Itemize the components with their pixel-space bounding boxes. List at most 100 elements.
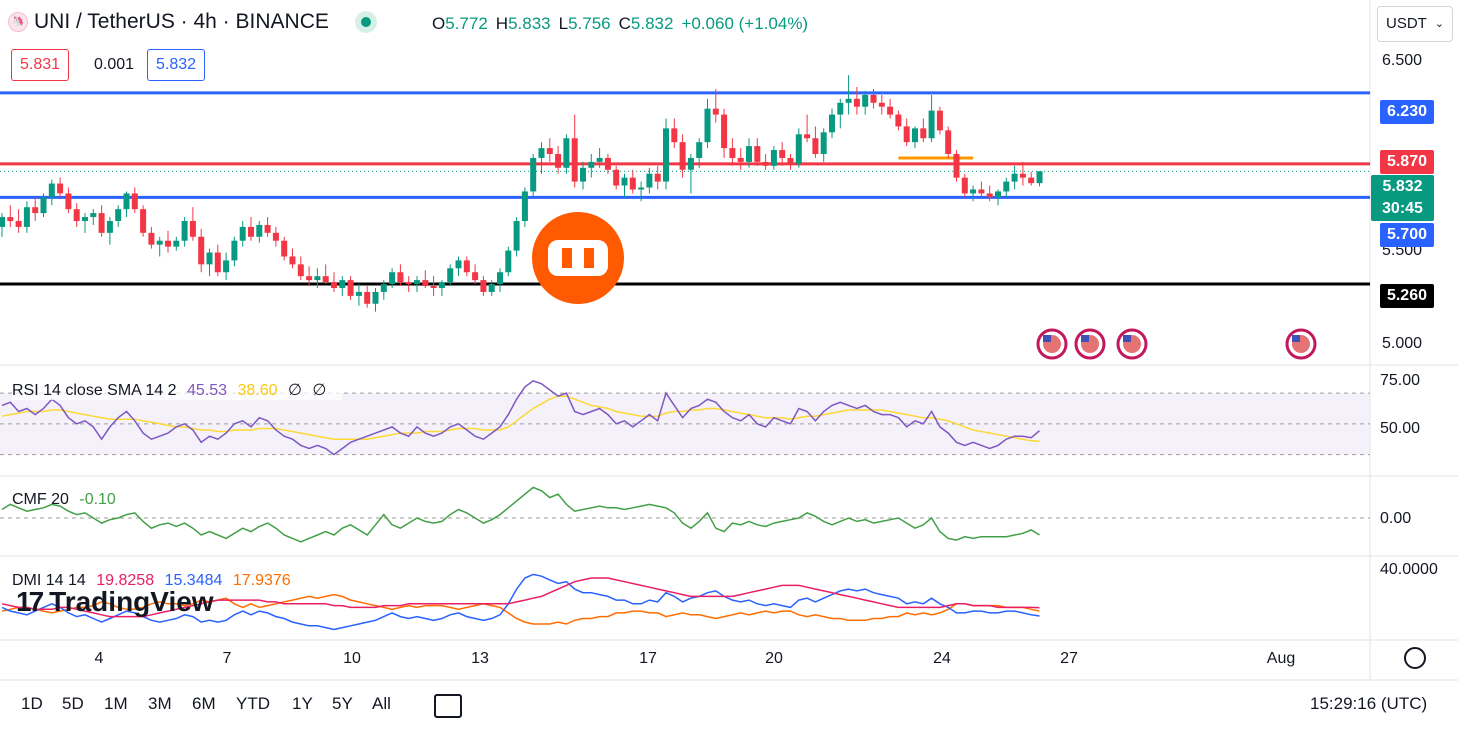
candle-body: [654, 173, 661, 182]
candle-body: [355, 291, 362, 296]
currency-select[interactable]: USDT ⌄: [1377, 6, 1453, 42]
time-tick: 10: [343, 650, 361, 667]
timeframe-1d[interactable]: 1D: [21, 694, 43, 713]
time-tick: 27: [1060, 650, 1078, 667]
candle-body: [546, 148, 553, 154]
candle-body: [480, 280, 487, 292]
candle-body: [513, 221, 520, 251]
candle-body: [829, 114, 835, 133]
dmi-label: DMI 14 14: [12, 572, 86, 589]
spread-value: 0.001: [94, 56, 135, 73]
candle-body: [248, 226, 254, 237]
timeframe-3m[interactable]: 3M: [148, 694, 172, 713]
candle-body: [746, 146, 752, 162]
candle-body: [878, 102, 885, 107]
rsi-sma-line: [1, 395, 1040, 443]
candle-body: [936, 110, 943, 131]
ohlc-readout: O 5.772 H 5.833 L 5.756 C 5.832 +0.060 (+1.0…: [432, 14, 816, 34]
candle-body: [638, 187, 645, 190]
level-label-5260: 5.260: [1379, 284, 1434, 308]
candle-body: [887, 106, 894, 115]
timeframe-5d[interactable]: 5D: [62, 694, 84, 713]
candle-body: [339, 280, 346, 288]
candle-body: [696, 142, 703, 158]
candle-body: [422, 280, 429, 287]
rsi-label: RSI 14 close SMA 14 2: [12, 382, 177, 399]
utc-clock[interactable]: 15:29:16 (UTC): [1310, 694, 1428, 713]
candle-body: [646, 173, 653, 188]
candle-body: [721, 114, 728, 149]
candle-body: [613, 169, 620, 186]
candle-body: [762, 161, 769, 166]
sell-button[interactable]: 5.831: [11, 49, 70, 81]
dmi-tick: 40.0000: [1380, 561, 1438, 578]
last-price-label: 5.832 30:45: [1371, 175, 1434, 221]
bar-countdown: 30:45: [1382, 200, 1423, 217]
candle-body: [521, 191, 528, 221]
cmf-tick: 0.00: [1380, 510, 1412, 527]
low-value: 5.756: [568, 14, 611, 33]
candle-body: [820, 132, 827, 154]
candle-body: [148, 232, 155, 245]
candle-body: [447, 268, 454, 283]
symbol-header: 🦄 UNI / TetherUS · 4h · BINANCE: [8, 10, 377, 34]
timeframe-5y[interactable]: 5Y: [332, 694, 353, 713]
candle-body: [48, 183, 55, 198]
dmi-legend[interactable]: DMI 14 14 19.8258 15.3484 17.9376: [12, 572, 297, 590]
candle-body: [214, 252, 221, 273]
close-value: 5.832: [630, 14, 674, 33]
candle-body: [1019, 173, 1026, 178]
candle-body: [588, 161, 595, 168]
candle-body: [347, 280, 354, 296]
candle-body: [920, 128, 927, 139]
candle-body: [223, 260, 230, 273]
buy-button[interactable]: 5.832: [147, 49, 206, 81]
market-status-icon: [354, 11, 377, 33]
candle-body: [256, 224, 263, 237]
candle-body: [530, 157, 537, 192]
timeframe-6m[interactable]: 6M: [192, 694, 216, 713]
candle-body: [629, 177, 636, 190]
candle-body: [65, 193, 72, 210]
timeframe-1y[interactable]: 1Y: [292, 694, 313, 713]
timeframe-all[interactable]: All: [372, 694, 391, 713]
rsi-band: [0, 393, 1370, 455]
candle-body: [281, 240, 288, 257]
candle-body: [488, 284, 495, 292]
candle-body: [970, 189, 977, 194]
candle-body: [123, 193, 130, 210]
cmf-value: -0.10: [79, 491, 116, 508]
candle-body: [189, 221, 196, 237]
candle-body: [754, 146, 761, 162]
rsi-extra-2: ∅: [312, 382, 327, 399]
candle-body: [32, 207, 39, 214]
dmi-adx-value: 19.8258: [96, 572, 155, 589]
timeframe-ytd[interactable]: YTD: [236, 694, 270, 713]
watermark-logo-icon: [562, 248, 572, 268]
candle-body: [497, 272, 503, 285]
candle-body: [90, 213, 97, 218]
candle-body: [306, 276, 313, 281]
chevron-down-icon: ⌄: [1434, 18, 1444, 30]
dmi-minus-line: [1, 593, 1040, 625]
timeframe-1m[interactable]: 1M: [104, 694, 128, 713]
candle-body: [438, 282, 445, 288]
rsi-legend[interactable]: RSI 14 close SMA 14 2 45.53 38.60 ∅ ∅: [12, 380, 343, 400]
cmf-legend[interactable]: CMF 20 -0.10: [12, 491, 122, 509]
date-range-calendar-icon[interactable]: [434, 694, 462, 718]
candle-body: [862, 94, 869, 107]
time-tick: 13: [471, 650, 489, 667]
candle-body: [389, 272, 396, 285]
candle-body: [928, 110, 935, 139]
time-tick: 24: [933, 650, 951, 667]
high-value: 5.833: [508, 14, 551, 33]
candle-body: [364, 291, 371, 304]
symbol-title[interactable]: UNI / TetherUS · 4h · BINANCE: [34, 10, 329, 33]
time-tick: 4: [94, 650, 104, 667]
rsi-tick: 50.00: [1380, 420, 1421, 437]
candle-body: [115, 209, 122, 221]
candle-body: [430, 286, 437, 288]
candle-body: [397, 272, 404, 283]
time-tick: Aug: [1266, 650, 1296, 667]
